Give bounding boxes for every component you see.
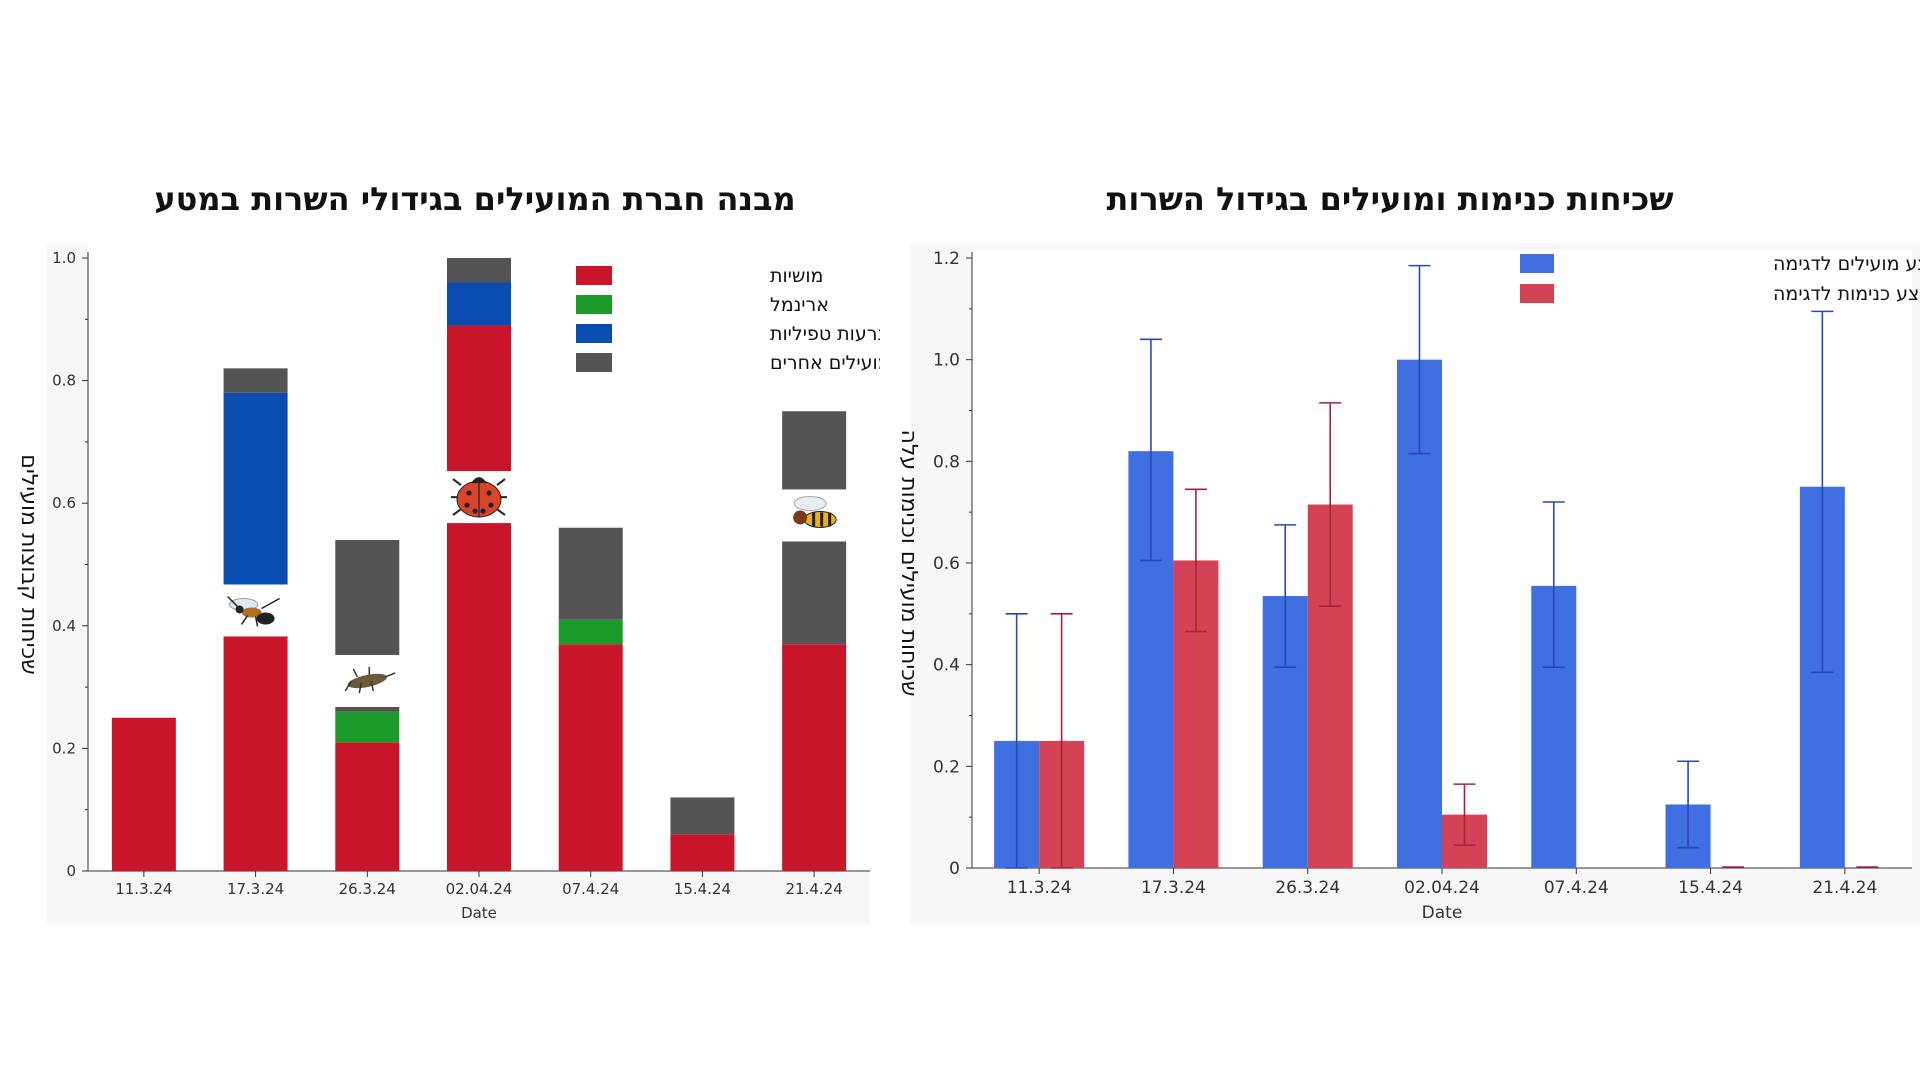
left-y-tick-label: 0.6 — [52, 494, 76, 512]
lacewing-legs — [344, 666, 396, 694]
ladybug-spot — [486, 490, 492, 496]
right-y-tick-label: 1.0 — [933, 351, 960, 371]
parasitic-wasp-icon — [227, 595, 280, 627]
right-chart-panel: שכיחות כנימות ומועילים בגידול השרות 0 0.2… — [880, 0, 1920, 1081]
left-legend-label: מועילים אחרים — [770, 352, 880, 374]
left-legend-swatch — [576, 295, 612, 314]
left-y-tick-label: 0.2 — [52, 739, 76, 757]
left-y-tick-label: 0.4 — [52, 617, 76, 635]
right-chart-title: שכיחות כנימות ומועילים בגידול השרות — [1106, 180, 1674, 218]
right-y-tick-label: 1.2 — [933, 249, 960, 269]
left-y-tick-label: 0 — [66, 862, 76, 880]
right-x-tick-label: 02.04.24 — [1404, 878, 1480, 898]
ladybug-spot — [480, 508, 486, 514]
right-x-tick-label: 07.4.24 — [1544, 878, 1609, 898]
hoverfly-wing — [793, 495, 827, 511]
right-x-tick-label: 26.3.24 — [1275, 878, 1340, 898]
right-legend-swatch — [1520, 284, 1554, 303]
left-bar-segment — [558, 644, 623, 871]
hoverfly-stripe — [820, 512, 824, 527]
left-x-tick-label: 15.4.24 — [674, 880, 731, 898]
left-y-tick-label: 1.0 — [52, 249, 76, 267]
right-x-tick-label: 17.3.24 — [1141, 878, 1206, 898]
left-bar-segment — [447, 325, 511, 871]
right-x-tick-label: 21.4.24 — [1812, 878, 1877, 898]
left-x-tick-label: 21.4.24 — [786, 880, 843, 898]
right-y-tick-label: 0 — [949, 859, 960, 879]
right-legend-label: ממוצע מועילים לדגימה — [1773, 253, 1920, 275]
left-y-axis-label: שכיחות קבוצות מועילים — [16, 454, 41, 674]
left-legend-label: ארינמל — [770, 294, 829, 316]
left-chart-title: מבנה חברת המועילים בגידולי השרות במטע — [154, 180, 796, 218]
left-bar-segment — [558, 527, 623, 620]
right-x-axis-label: Date — [1422, 903, 1463, 923]
right-legend-label: ממוצע כנימות לדגימה — [1773, 283, 1920, 305]
ladybug-icon — [451, 477, 507, 518]
lacewing-larva-icon — [344, 666, 396, 694]
right-y-tick-label: 0.4 — [933, 656, 960, 676]
left-x-tick-label: 07.4.24 — [562, 880, 619, 898]
right-x-tick-label: 11.3.24 — [1007, 878, 1072, 898]
left-x-tick-label: 17.3.24 — [227, 880, 284, 898]
left-legend-swatch — [576, 266, 612, 285]
wasp-head — [235, 605, 244, 614]
left-bar-segment — [670, 834, 735, 871]
left-bar-segment — [782, 644, 847, 871]
lacewing-body — [347, 673, 387, 689]
left-bar-segment — [335, 711, 400, 743]
ladybug-spot — [488, 502, 494, 508]
right-chart-svg: 0 0.2 0.4 0.6 0.8 1.0 1.2 11.3.24 17.3.24 26.3.24… — [896, 243, 1920, 925]
left-chart-svg: 0 0.2 0.4 0.6 0.8 1.0 11.3.24 17.3.24 26.3.24 02.… — [16, 243, 880, 925]
left-legend-swatch — [576, 324, 612, 343]
right-legend-swatch — [1520, 254, 1554, 273]
hoverfly-stripe — [828, 512, 832, 527]
left-legend-label: מושיות — [770, 265, 823, 287]
right-y-tick-label: 0.6 — [933, 554, 960, 574]
left-x-tick-label: 26.3.24 — [339, 880, 396, 898]
left-bar-segment — [447, 282, 511, 326]
right-y-tick-label: 0.2 — [933, 757, 960, 777]
hoverfly-stripe — [812, 512, 816, 527]
ladybug-spot — [464, 502, 470, 508]
ladybug-legs — [451, 478, 507, 516]
left-bar-segment — [335, 742, 400, 871]
right-y-axis-label: שכיחות מועילים וכנימות עלה — [896, 430, 921, 697]
hoverfly-icon — [793, 495, 837, 528]
hoverfly-head — [793, 510, 808, 525]
left-bar-segment — [670, 797, 735, 835]
right-x-tick-label: 15.4.24 — [1678, 878, 1743, 898]
left-legend-label: צרעות טפיליות — [770, 323, 880, 345]
left-bar-segment — [111, 717, 176, 871]
left-legend-swatch — [576, 353, 612, 372]
left-x-axis-label: Date — [461, 904, 497, 922]
wasp-thorax — [241, 607, 262, 618]
ladybug-head — [471, 477, 487, 484]
wasp-abdomen — [256, 612, 275, 625]
left-bar-segment — [223, 368, 288, 393]
ladybug-spot — [466, 490, 472, 496]
left-bar-segment — [223, 631, 288, 871]
left-x-tick-label: 11.3.24 — [115, 880, 172, 898]
left-bar-segment — [558, 619, 623, 645]
wasp-legs — [227, 595, 280, 627]
left-y-tick-label: 0.8 — [52, 372, 76, 390]
left-x-tick-label: 02.04.24 — [446, 880, 513, 898]
ladybug-spot — [472, 508, 478, 514]
right-y-tick-label: 0.8 — [933, 452, 960, 472]
left-bar-segment — [447, 258, 511, 283]
